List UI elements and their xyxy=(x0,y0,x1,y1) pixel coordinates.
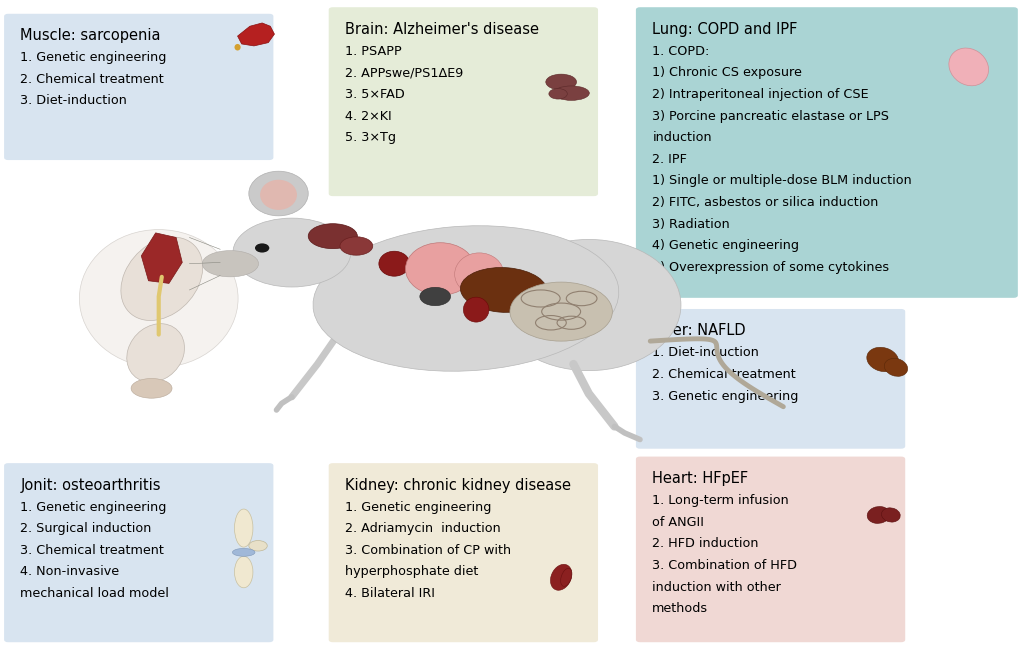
Text: 2. IPF: 2. IPF xyxy=(652,153,687,166)
Ellipse shape xyxy=(234,509,253,547)
Ellipse shape xyxy=(379,251,410,276)
Polygon shape xyxy=(238,23,274,46)
Ellipse shape xyxy=(461,268,547,312)
Ellipse shape xyxy=(882,508,900,522)
Polygon shape xyxy=(141,233,182,283)
Ellipse shape xyxy=(867,506,890,523)
FancyBboxPatch shape xyxy=(636,457,905,642)
Ellipse shape xyxy=(131,379,172,398)
Text: 3) Radiation: 3) Radiation xyxy=(652,218,730,231)
Ellipse shape xyxy=(203,251,258,277)
Ellipse shape xyxy=(549,89,567,99)
Ellipse shape xyxy=(121,237,203,321)
Ellipse shape xyxy=(406,243,475,295)
FancyBboxPatch shape xyxy=(4,463,273,642)
Text: 2. APPswe/PS1ΔE9: 2. APPswe/PS1ΔE9 xyxy=(345,66,463,79)
Text: 2) Intraperitoneal injection of CSE: 2) Intraperitoneal injection of CSE xyxy=(652,88,869,101)
Ellipse shape xyxy=(463,297,489,322)
Text: Brain: Alzheimer's disease: Brain: Alzheimer's disease xyxy=(345,22,539,37)
Circle shape xyxy=(255,243,269,253)
Ellipse shape xyxy=(313,226,618,371)
Ellipse shape xyxy=(249,541,267,551)
Ellipse shape xyxy=(551,564,571,590)
Text: 1) Single or multiple-dose BLM induction: 1) Single or multiple-dose BLM induction xyxy=(652,174,912,188)
Text: 2. Surgical induction: 2. Surgical induction xyxy=(20,522,152,535)
Text: 1. PSAPP: 1. PSAPP xyxy=(345,45,401,58)
Ellipse shape xyxy=(420,287,451,306)
Text: 2) FITC, asbestos or silica induction: 2) FITC, asbestos or silica induction xyxy=(652,196,879,209)
Text: 4) Genetic engineering: 4) Genetic engineering xyxy=(652,239,800,253)
Text: 2. HFD induction: 2. HFD induction xyxy=(652,537,759,550)
Ellipse shape xyxy=(510,282,612,341)
Text: 4. Bilateral IRI: 4. Bilateral IRI xyxy=(345,587,435,600)
Text: induction with other: induction with other xyxy=(652,581,781,594)
Text: 3. Combination of HFD: 3. Combination of HFD xyxy=(652,559,798,572)
Text: 1. Genetic engineering: 1. Genetic engineering xyxy=(345,501,492,514)
Text: 3. 5×FAD: 3. 5×FAD xyxy=(345,88,404,101)
Ellipse shape xyxy=(546,74,577,90)
Text: 1. Diet-induction: 1. Diet-induction xyxy=(652,346,759,359)
FancyBboxPatch shape xyxy=(329,7,598,196)
Text: 1) Chronic CS exposure: 1) Chronic CS exposure xyxy=(652,66,802,79)
Text: Lung: COPD and IPF: Lung: COPD and IPF xyxy=(652,22,798,37)
Text: 2. Chemical treatment: 2. Chemical treatment xyxy=(20,73,164,86)
Text: 1. Genetic engineering: 1. Genetic engineering xyxy=(20,51,167,64)
FancyBboxPatch shape xyxy=(329,463,598,642)
Text: Muscle: sarcopenia: Muscle: sarcopenia xyxy=(20,28,161,43)
Text: Liver: NAFLD: Liver: NAFLD xyxy=(652,323,745,338)
Ellipse shape xyxy=(340,237,373,255)
Text: 2. Adriamycin  induction: 2. Adriamycin induction xyxy=(345,522,501,535)
Ellipse shape xyxy=(949,48,988,86)
Text: 1. Genetic engineering: 1. Genetic engineering xyxy=(20,501,167,514)
Text: 1. COPD:: 1. COPD: xyxy=(652,45,710,58)
Ellipse shape xyxy=(260,180,297,210)
Ellipse shape xyxy=(234,44,241,51)
Ellipse shape xyxy=(308,224,357,249)
Text: of ANGII: of ANGII xyxy=(652,516,705,529)
Ellipse shape xyxy=(497,239,681,371)
Ellipse shape xyxy=(80,230,238,367)
Text: methods: methods xyxy=(652,602,709,615)
Text: 2. Chemical treatment: 2. Chemical treatment xyxy=(652,368,796,381)
Ellipse shape xyxy=(232,548,255,556)
Text: 5. 3×Tg: 5. 3×Tg xyxy=(345,131,396,144)
Text: Heart: HFpEF: Heart: HFpEF xyxy=(652,471,749,486)
FancyBboxPatch shape xyxy=(4,14,273,160)
Text: 3. Combination of CP with: 3. Combination of CP with xyxy=(345,544,511,557)
Text: Kidney: chronic kidney disease: Kidney: chronic kidney disease xyxy=(345,478,571,493)
Text: mechanical load model: mechanical load model xyxy=(20,587,169,600)
Ellipse shape xyxy=(127,323,184,382)
Text: induction: induction xyxy=(652,131,712,144)
Text: 3. Genetic engineering: 3. Genetic engineering xyxy=(652,390,799,403)
Ellipse shape xyxy=(866,347,899,372)
Text: 3. Diet-induction: 3. Diet-induction xyxy=(20,94,127,108)
Text: 5) Overexpression of some cytokines: 5) Overexpression of some cytokines xyxy=(652,261,890,274)
Text: 3) Porcine pancreatic elastase or LPS: 3) Porcine pancreatic elastase or LPS xyxy=(652,110,889,123)
FancyBboxPatch shape xyxy=(636,309,905,449)
Text: 1. Long-term infusion: 1. Long-term infusion xyxy=(652,494,790,507)
Ellipse shape xyxy=(234,556,253,588)
FancyBboxPatch shape xyxy=(636,7,1018,298)
Ellipse shape xyxy=(554,86,590,100)
Ellipse shape xyxy=(232,218,350,287)
Ellipse shape xyxy=(455,253,504,295)
Ellipse shape xyxy=(885,358,907,377)
Text: Jonit: osteoarthritis: Jonit: osteoarthritis xyxy=(20,478,161,493)
Text: hyperphosphate diet: hyperphosphate diet xyxy=(345,565,478,579)
Ellipse shape xyxy=(249,171,308,216)
Text: 3. Chemical treatment: 3. Chemical treatment xyxy=(20,544,165,557)
Text: 4. Non-invasive: 4. Non-invasive xyxy=(20,565,120,579)
Text: 4. 2×KI: 4. 2×KI xyxy=(345,110,392,123)
